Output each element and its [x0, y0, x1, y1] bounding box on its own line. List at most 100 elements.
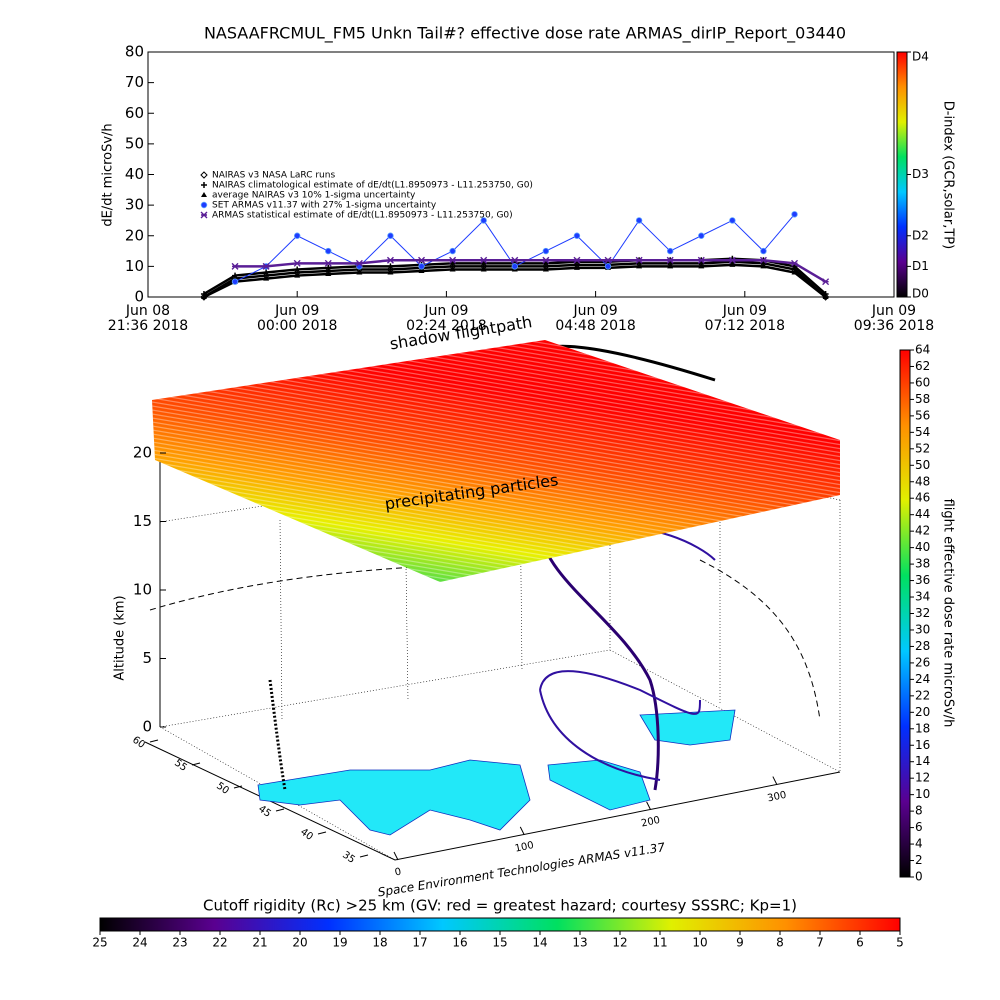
lon-tick-label: 100: [514, 840, 535, 855]
colorbar-tick-label: 21: [252, 936, 267, 950]
lon-tick: [646, 801, 652, 810]
colorbar-tick-label: 8: [776, 936, 784, 950]
lon-tick-label: 0: [394, 866, 403, 878]
colorbar-tick-label: 46: [915, 491, 930, 505]
marker: [294, 266, 301, 273]
marker: [822, 294, 829, 299]
series-line: [235, 259, 827, 283]
colorbar-tick-label: 16: [915, 738, 930, 752]
slab-stripe: [152, 415, 840, 537]
slab-stripe: [152, 340, 840, 441]
marker: [760, 247, 767, 255]
marker: [542, 247, 550, 255]
marker: [201, 192, 207, 197]
colorbar-tick-label: 48: [915, 474, 930, 488]
y-tick-label: 20: [125, 226, 144, 244]
y-tick-label: 0: [134, 288, 144, 306]
colorbar-tick-label: D2: [912, 228, 929, 242]
marker: [698, 232, 705, 239]
marker: [667, 263, 674, 269]
marker: [728, 256, 736, 264]
colorbar-tick-label: 60: [915, 375, 930, 389]
marker: [636, 263, 643, 269]
marker: [201, 182, 207, 188]
y-axis-label: dE/dt microSv/h: [101, 123, 116, 226]
colorbar-tick-label: 4: [915, 837, 923, 851]
marker: [573, 256, 581, 264]
legend-label: SET ARMAS v11.37 with 27% 1-sigma uncert…: [212, 201, 437, 211]
marker: [200, 201, 208, 209]
colorbar-tick-label: 8: [915, 804, 923, 818]
colorbar-tick-label: 26: [915, 655, 930, 669]
marker: [604, 256, 612, 264]
colorbar: [896, 51, 908, 298]
marker: [759, 256, 767, 264]
marker: [325, 247, 332, 255]
marker: [418, 263, 425, 270]
slab-stripe: [152, 363, 840, 485]
colorbar-tick-label: 12: [915, 771, 930, 785]
y-tick-label: 10: [125, 257, 144, 275]
colorbar-tick-label: 9: [736, 936, 744, 950]
marker: [511, 263, 518, 270]
marker: [355, 259, 363, 267]
colorbar-tick-label: 19: [332, 936, 347, 950]
lon-tick: [393, 851, 399, 861]
colorbar-tick-label: D1: [912, 259, 929, 273]
colorbar-tick-label: 22: [915, 688, 930, 702]
marker: [293, 259, 301, 267]
marker: [418, 256, 426, 264]
z-tick-label: 20: [133, 444, 152, 462]
marker: [418, 267, 425, 273]
x-tick-label: 09:36 2018: [854, 318, 934, 334]
colorbar-tick-label: 30: [915, 622, 930, 636]
marker: [511, 256, 519, 264]
marker: [666, 256, 674, 264]
colorbar-tick-label: 12: [612, 936, 627, 950]
marker: [263, 275, 270, 281]
y-tick-label: 50: [125, 134, 144, 152]
map: [257, 709, 736, 836]
colorbar-tick-label: 14: [915, 754, 930, 768]
z-tick-label: 10: [133, 581, 152, 599]
x-tick-label: 02:24 2018: [406, 318, 486, 334]
colorbar-tick-label: 20: [915, 705, 930, 719]
marker: [635, 256, 643, 264]
marker: [698, 263, 705, 269]
colorbar-tick-label: 64: [915, 343, 930, 357]
marker: [325, 271, 332, 277]
marker: [231, 262, 239, 270]
legend-label: NAIRAS climatological estimate of dE/dt(…: [212, 181, 533, 191]
slab-stripe: [152, 399, 840, 521]
y-tick-label: 30: [125, 196, 144, 214]
colorbar-tick-label: 2: [915, 853, 923, 867]
marker: [200, 211, 208, 219]
x-tick-label: 00:00 2018: [257, 318, 337, 334]
colorbar-tick-label: 18: [915, 721, 930, 735]
colorbar-tick-label: 24: [132, 936, 147, 950]
slab-stripe: [152, 407, 840, 529]
chart-title: NASAAFRCMUL_FM5 Unkn Tail#? effective do…: [204, 24, 846, 44]
x-tick-label: Jun 08: [125, 303, 170, 319]
x-tick-label: Jun 09: [871, 303, 916, 319]
lon-tick-label: 200: [640, 815, 661, 830]
slab-stripe: [152, 403, 840, 525]
lon-tick-label: 300: [766, 790, 787, 805]
marker: [791, 269, 798, 275]
colorbar-tick-label: D3: [912, 167, 929, 181]
colorbar-tick-label: 7: [816, 936, 824, 950]
slab-stripe: [152, 367, 840, 489]
colorbar-label: Cutoff rigidity (Rc) >25 km (GV: red = g…: [203, 897, 797, 915]
colorbar-tick-label: 38: [915, 557, 930, 571]
lat-tick: [191, 762, 201, 766]
marker: [542, 256, 550, 264]
marker: [480, 256, 488, 264]
marker: [480, 217, 487, 224]
slab-stripe: [152, 379, 840, 501]
slab-stripe: [152, 383, 840, 505]
lon-tick: [519, 826, 525, 836]
colorbar-tick-label: 50: [915, 458, 930, 472]
x-tick-label: 07:12 2018: [705, 318, 785, 334]
marker: [387, 269, 394, 275]
